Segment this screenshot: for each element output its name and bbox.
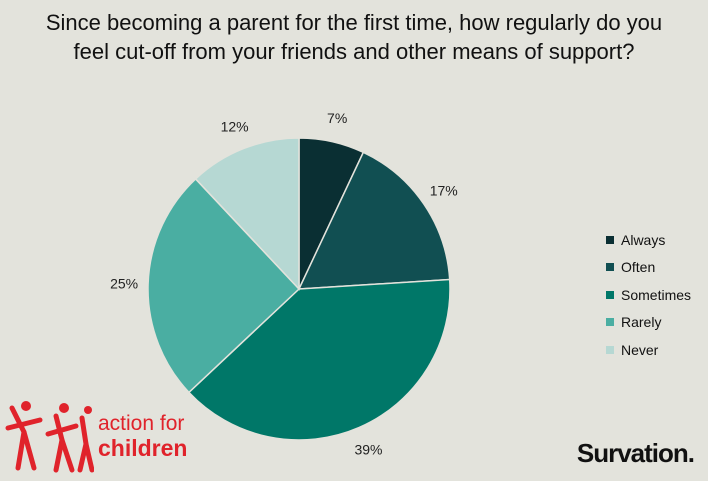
pie-slice-often xyxy=(297,151,451,290)
children-figures-icon xyxy=(5,401,95,473)
legend-item-always: Always xyxy=(606,226,691,254)
logo-text-line1: action for xyxy=(98,412,185,435)
survation-logo: Survation. xyxy=(576,438,695,468)
legend-item-often: Often xyxy=(606,254,691,282)
legend-swatch xyxy=(606,290,614,299)
chart-title: Since becoming a parent for the first ti… xyxy=(45,10,663,64)
pie-slice-never xyxy=(194,137,300,291)
pie-slice-sometimes xyxy=(187,278,451,441)
pie-slice-rarely xyxy=(147,177,301,394)
slice-label-rarely: 25% xyxy=(110,276,138,292)
action-for-children-logo: action for children xyxy=(4,398,194,476)
legend-swatch xyxy=(606,318,614,327)
legend: Always Often Sometimes Rarely Never xyxy=(606,226,691,364)
slice-label-always: 7% xyxy=(327,110,347,126)
legend-label: Always xyxy=(621,231,666,248)
slice-label-sometimes: 39% xyxy=(354,442,382,458)
legend-item-sometimes: Sometimes xyxy=(606,281,691,309)
legend-label: Sometimes xyxy=(621,286,692,303)
legend-label: Never xyxy=(621,341,659,358)
legend-item-never: Never xyxy=(606,336,691,364)
legend-swatch xyxy=(606,235,614,244)
slice-label-never: 12% xyxy=(221,118,249,134)
legend-item-rarely: Rarely xyxy=(606,309,691,337)
slice-label-often: 17% xyxy=(430,183,458,199)
legend-swatch xyxy=(606,345,614,354)
legend-label: Rarely xyxy=(621,314,662,331)
legend-swatch xyxy=(606,263,614,272)
legend-label: Often xyxy=(621,259,656,276)
logo-text-line2: children xyxy=(98,435,188,461)
